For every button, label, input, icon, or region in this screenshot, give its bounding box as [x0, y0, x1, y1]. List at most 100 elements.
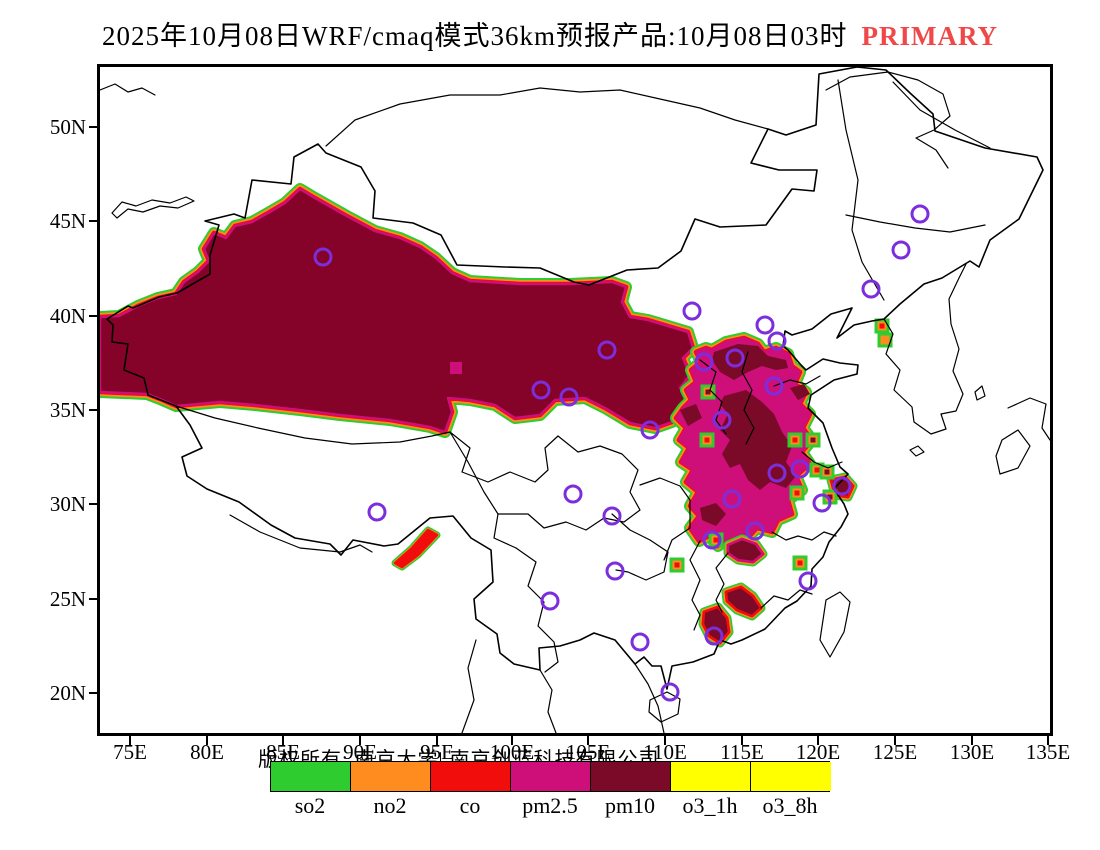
legend-label-no2: no2 — [373, 793, 407, 818]
city-marker — [764, 376, 784, 396]
boundary-line — [611, 513, 669, 581]
west-lobe-pm10-patch — [680, 404, 702, 426]
emission-spot — [814, 467, 820, 473]
y-axis-tick — [89, 598, 97, 600]
legend-swatch-so2 — [271, 762, 351, 791]
x-axis-label: 90E — [343, 740, 377, 764]
y-axis-tick — [89, 126, 97, 128]
boundary-line — [100, 83, 156, 96]
y-axis-tick — [89, 315, 97, 317]
jiangxi-pm10-blob — [724, 585, 763, 618]
city-marker — [563, 484, 583, 504]
national-border-coastline — [106, 67, 1044, 690]
boundary-line — [892, 81, 991, 149]
xinjiang-pm25-pixel — [450, 362, 462, 374]
emission-spot — [674, 562, 680, 568]
y-axis-label: 30N — [49, 492, 86, 516]
legend-label-pm2.5: pm2.5 — [522, 793, 578, 818]
boundary-line — [229, 514, 373, 553]
china-forecast-map — [100, 67, 1050, 733]
city-marker — [767, 463, 787, 483]
boundary-line — [648, 691, 681, 723]
boundary-line — [819, 591, 851, 658]
legend-label-so2: so2 — [294, 793, 326, 818]
x-axis-tick — [587, 736, 589, 745]
legend-swatch-pm2.5 — [511, 762, 591, 791]
map-frame: 版权所有: 南京大学| 南京创蓝科技有限公司 — [97, 64, 1053, 771]
x-axis-label: 120E — [795, 740, 841, 764]
x-axis-label: 110E — [643, 740, 687, 764]
city-marker — [832, 476, 852, 496]
x-axis-tick — [894, 736, 896, 745]
shandong-pm10-patch — [790, 384, 810, 400]
boundary-line — [1007, 397, 1050, 441]
city-marker — [597, 340, 617, 360]
map-boundaries — [100, 67, 1050, 733]
boundary-line — [699, 359, 727, 435]
boundary-line — [449, 431, 517, 549]
city-marker — [725, 348, 745, 368]
city-marker — [682, 301, 702, 321]
legend-label-o3-8h: o3_8h — [762, 793, 818, 818]
boundary-line — [689, 540, 701, 631]
boundary-line — [449, 431, 559, 483]
x-axis-tick — [359, 736, 361, 745]
x-axis-label: 85E — [266, 740, 300, 764]
legend-swatch-pm10 — [591, 762, 671, 791]
emission-spot — [797, 560, 803, 566]
x-axis-tick — [741, 736, 743, 745]
emission-spot — [704, 437, 710, 443]
city-marker — [605, 561, 625, 581]
x-axis-label: 125E — [872, 740, 918, 764]
boundary-line — [111, 196, 195, 219]
boundary-line — [883, 263, 967, 435]
legend-swatch-o3-1h — [671, 762, 751, 791]
x-axis-tick — [282, 736, 284, 745]
city-marker — [559, 387, 579, 407]
y-axis-label: 45N — [49, 209, 86, 233]
x-axis-label: 115E — [720, 740, 764, 764]
legend-label-co: co — [459, 793, 481, 818]
city-marker — [798, 571, 818, 591]
hunan-pm10-blob — [726, 537, 765, 564]
city-marker — [540, 591, 560, 611]
legend-label-pm10: pm10 — [604, 793, 656, 818]
city-marker — [704, 626, 724, 646]
pollutant-tag-label: PRIMARY — [861, 21, 998, 51]
city-marker — [790, 459, 810, 479]
forecast-title-text: 2025年10月08日WRF/cmaq模式36km预报产品:10月08日03时 — [101, 21, 848, 51]
x-axis-tick — [664, 736, 666, 745]
y-axis-label: 40N — [49, 304, 86, 328]
boundary-line — [325, 87, 769, 147]
y-axis-tick — [89, 503, 97, 505]
boundary-line — [634, 663, 665, 733]
legend-label-o3-1h: o3_1h — [682, 793, 738, 818]
x-axis-tick — [129, 736, 131, 745]
city-marker — [891, 240, 911, 260]
city-marker — [694, 352, 714, 372]
y-axis-tick — [89, 692, 97, 694]
northwest-pm10-region — [100, 187, 695, 434]
boundary-line — [461, 639, 477, 733]
boundary-line — [801, 451, 843, 469]
boundary-line — [845, 214, 986, 233]
legend-swatch-o3-8h — [751, 762, 831, 791]
city-marker — [861, 279, 881, 299]
emission-spot — [792, 437, 798, 443]
city-marker — [722, 489, 742, 509]
x-axis-label: 80E — [190, 740, 224, 764]
legend-labels: so2 no2 co pm2.5 pm10 o3_1h o3_8h — [270, 794, 830, 818]
emission-spot — [810, 437, 816, 443]
boundary-line — [974, 385, 986, 401]
boundary-line — [825, 71, 951, 169]
city-marker — [712, 410, 732, 430]
emission-spot — [713, 537, 719, 543]
boundary-line — [715, 552, 729, 613]
city-marker — [660, 682, 680, 702]
x-axis-label: 100E — [489, 740, 535, 764]
hubei-pm10-patch — [700, 503, 726, 526]
city-marker — [767, 331, 787, 351]
y-axis-label: 35N — [49, 398, 86, 422]
legend-swatch-no2 — [351, 762, 431, 791]
boundary-line — [175, 405, 451, 445]
